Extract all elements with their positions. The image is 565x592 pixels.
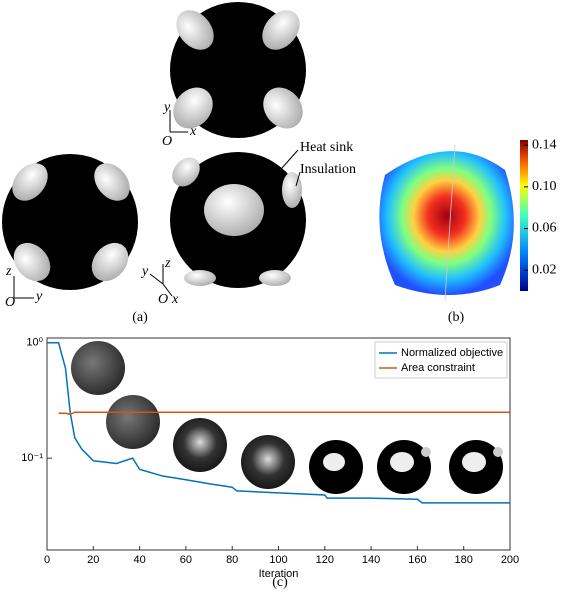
axis-letter: z: [5, 264, 12, 279]
x-tick-label: 40: [133, 554, 145, 566]
annotation: Insulation: [300, 162, 356, 177]
x-tick-label: 140: [362, 554, 380, 566]
colorbar-tick-label: 0.06: [532, 221, 557, 236]
x-tick-label: 60: [180, 554, 192, 566]
axis-letter: x: [171, 292, 179, 307]
axis-letter: x: [189, 124, 197, 139]
triads: [13, 110, 301, 299]
colorbar-tick-label: 0.14: [532, 137, 557, 152]
legend-label: Area constraint: [401, 362, 475, 374]
x-tick-label: 180: [455, 554, 473, 566]
series-line: [58, 411, 510, 416]
panel-label: (a): [132, 310, 148, 325]
axis-letter: y: [140, 264, 149, 279]
x-tick-label: 200: [501, 554, 519, 566]
axis-letter: O: [5, 295, 15, 310]
heat-map: [379, 144, 514, 301]
axis-letter: z: [164, 256, 171, 271]
x-tick-label: 160: [408, 554, 426, 566]
thumbnails: [71, 341, 503, 494]
x-axis-label: Iteration: [259, 568, 299, 580]
y-tick-label: 10⁰: [26, 337, 43, 349]
y-tick-label: 10⁻¹: [21, 452, 43, 464]
legend-box: [374, 341, 508, 379]
x-tick-label: 120: [316, 554, 334, 566]
axis-letter: y: [34, 289, 43, 304]
x-tick-label: 80: [226, 554, 238, 566]
x-tick-label: 0: [44, 554, 50, 566]
colorbar-tick-label: 0.10: [532, 179, 557, 194]
sphere-left: [2, 154, 138, 290]
series-line: [47, 342, 510, 504]
panel-label: (b): [448, 310, 465, 325]
x-tick-label: 100: [269, 554, 287, 566]
colorbar: [520, 140, 528, 291]
x-tick-label: 20: [87, 554, 99, 566]
colorbar-tick-label: 0.02: [532, 262, 557, 277]
sphere-right: [170, 152, 306, 288]
axis-letter: y: [162, 100, 171, 115]
legend-label: Normalized objective: [401, 347, 503, 359]
sphere-top: [170, 2, 306, 138]
annotation: Heat sink: [300, 140, 353, 155]
axis-letter: O: [162, 134, 172, 149]
axis-letter: O: [158, 292, 168, 307]
panel-label: (c): [272, 575, 288, 590]
